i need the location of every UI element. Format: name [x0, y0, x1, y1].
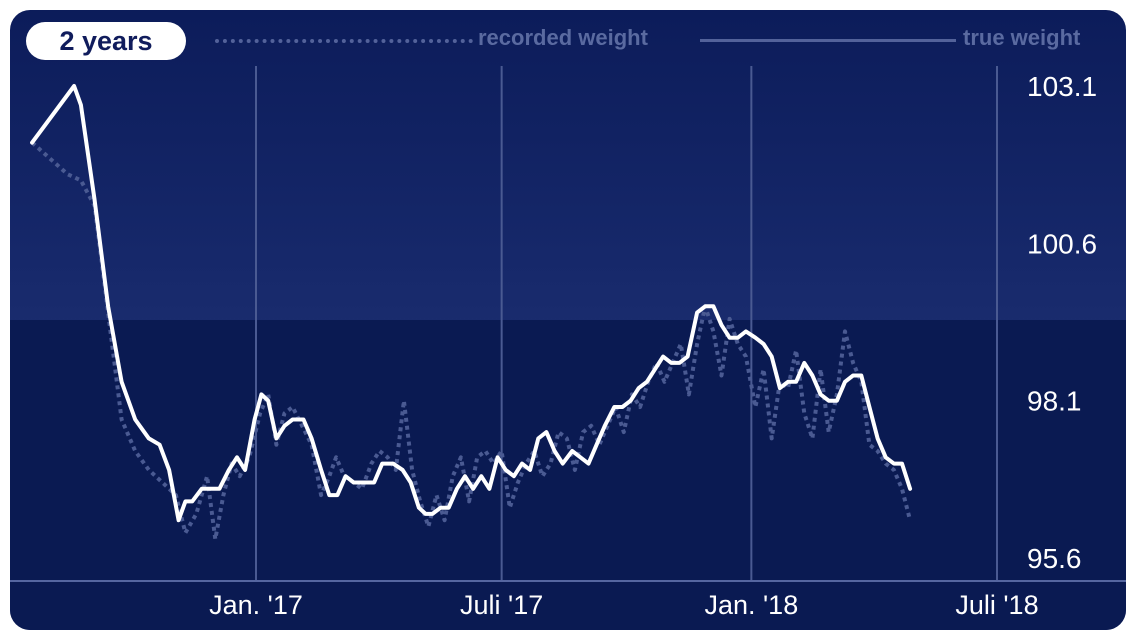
range-selector-button[interactable]: 2 years	[26, 22, 186, 60]
lower-band	[10, 320, 1126, 630]
y-tick-label: 100.6	[1027, 228, 1097, 259]
x-tick-label: Jan. '18	[704, 590, 798, 620]
y-tick-label: 95.6	[1027, 543, 1082, 574]
weight-chart: Jan. '17 Juli '17 Jan. '18 Juli '18 103.1 100…	[10, 66, 1126, 620]
x-tick-label: Jan. '17	[209, 590, 303, 620]
x-tick-label: Juli '17	[460, 590, 543, 620]
y-tick-label: 103.1	[1027, 71, 1097, 102]
y-tick-label: 98.1	[1027, 386, 1082, 417]
true-weight-legend-label: true weight	[963, 25, 1081, 50]
true-weight-legend-swatch	[700, 39, 956, 42]
x-tick-label: Juli '18	[955, 590, 1038, 620]
weight-chart-card: Jan. '17 Juli '17 Jan. '18 Juli '18 103.1 100…	[10, 10, 1126, 630]
true-weight-line	[30, 84, 913, 523]
recorded-weight-line	[30, 141, 913, 542]
recorded-weight-legend-swatch	[215, 39, 473, 43]
recorded-weight-legend-label: recorded weight	[478, 25, 648, 50]
